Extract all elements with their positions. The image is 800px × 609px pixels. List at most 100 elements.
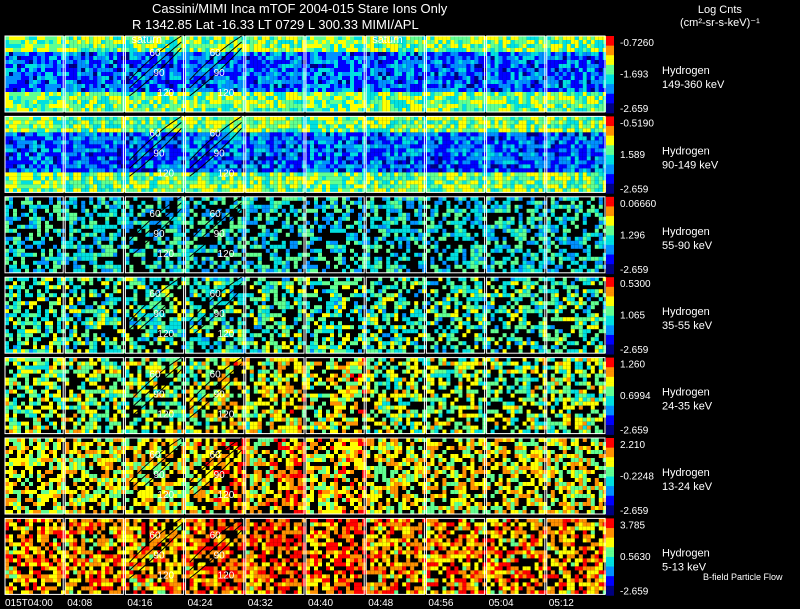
pixel-cell xyxy=(390,148,395,153)
pixel-cell xyxy=(398,144,403,149)
pixel-cell xyxy=(173,84,178,88)
pixel-cell xyxy=(378,152,383,157)
pixel-cell xyxy=(554,104,559,108)
pixel-cell xyxy=(13,48,17,52)
pixel-cell xyxy=(574,40,579,44)
pixel-cell xyxy=(566,40,571,44)
pixel-cell xyxy=(153,136,158,141)
pixel-cell xyxy=(342,148,346,153)
pixel-cell xyxy=(426,116,431,121)
pixel-cell xyxy=(273,84,278,88)
pixel-cell xyxy=(105,40,110,44)
pixel-cell xyxy=(49,72,53,76)
pixel-cell xyxy=(257,176,262,181)
pixel-cell xyxy=(73,180,78,185)
pixel-cell xyxy=(498,60,503,64)
pixel-cell xyxy=(185,64,190,68)
pixel-cell xyxy=(289,44,294,48)
pixel-cell xyxy=(346,52,350,56)
pixel-cell xyxy=(418,116,423,121)
pixel-cell xyxy=(205,40,210,44)
pixel-cell xyxy=(141,184,146,189)
pixel-cell xyxy=(546,64,551,68)
pixel-cell xyxy=(189,80,194,84)
pixel-cell xyxy=(225,64,230,68)
pixel-cell xyxy=(506,44,511,48)
pixel-cell xyxy=(93,76,98,80)
pixel-cell xyxy=(454,68,459,72)
pixel-cell xyxy=(133,64,138,68)
pixel-cell xyxy=(165,72,170,76)
image-tile xyxy=(5,116,65,193)
pixel-cell xyxy=(289,132,294,137)
pixel-cell xyxy=(57,84,61,88)
pixel-cell xyxy=(37,184,41,189)
pixel-cell xyxy=(21,76,25,80)
pixel-cell xyxy=(85,60,90,64)
pixel-cell xyxy=(394,124,399,129)
colorbar-segment xyxy=(606,93,614,96)
pixel-cell xyxy=(534,72,539,76)
pixel-cell xyxy=(346,64,350,68)
pixel-cell xyxy=(253,64,258,68)
pixel-cell xyxy=(281,156,286,161)
pixel-cell xyxy=(289,168,294,173)
pixel-cell xyxy=(570,44,575,48)
pixel-cell xyxy=(169,168,174,173)
pixel-cell xyxy=(41,188,45,193)
pixel-cell xyxy=(426,64,431,68)
pixel-cell xyxy=(193,92,198,96)
pixel-cell xyxy=(69,68,74,72)
pixel-cell xyxy=(45,84,49,88)
pixel-cell xyxy=(73,68,78,72)
pixel-cell xyxy=(137,116,142,121)
pixel-cell xyxy=(133,176,138,181)
pixel-cell xyxy=(177,56,182,60)
pixel-cell xyxy=(454,120,459,125)
pixel-cell xyxy=(137,188,142,193)
pixel-cell xyxy=(394,36,399,40)
pixel-cell xyxy=(49,144,53,149)
pixel-cell xyxy=(530,104,535,108)
pixel-cell xyxy=(213,104,218,108)
pixel-cell xyxy=(314,164,318,169)
pixel-cell xyxy=(306,188,310,193)
pixel-cell xyxy=(57,72,61,76)
pixel-cell xyxy=(69,148,74,153)
pixel-cell xyxy=(410,132,415,137)
pixel-cell xyxy=(85,184,90,189)
pixel-cell xyxy=(446,44,451,48)
pixel-cell xyxy=(33,68,37,72)
pixel-cell xyxy=(289,188,294,193)
pixel-cell xyxy=(370,128,375,133)
pixel-cell xyxy=(205,164,210,169)
pixel-cell xyxy=(153,40,158,44)
pixel-cell xyxy=(193,168,198,173)
pixel-cell xyxy=(318,44,322,48)
pixel-cell xyxy=(145,84,150,88)
contour-label: 90 xyxy=(214,68,226,79)
pixel-cell xyxy=(334,144,338,149)
pixel-cell xyxy=(502,88,507,92)
pixel-cell xyxy=(253,160,258,165)
pixel-cell xyxy=(478,124,483,129)
pixel-cell xyxy=(165,144,170,149)
pixel-cell xyxy=(117,108,122,112)
pixel-cell xyxy=(245,80,250,84)
pixel-cell xyxy=(350,52,354,56)
pixel-cell xyxy=(85,84,90,88)
pixel-cell xyxy=(149,104,154,108)
pixel-cell xyxy=(398,88,403,92)
colorbar-segment xyxy=(606,91,614,95)
pixel-cell xyxy=(350,68,354,72)
pixel-cell xyxy=(410,36,415,40)
pixel-cell xyxy=(113,52,118,56)
pixel-cell xyxy=(177,144,182,149)
pixel-cell xyxy=(249,168,254,173)
pixel-cell xyxy=(354,64,358,68)
pixel-cell xyxy=(265,184,270,189)
pixel-cell xyxy=(418,120,423,125)
pixel-cell xyxy=(21,72,25,76)
pixel-cell xyxy=(89,88,94,92)
pixel-cell xyxy=(33,76,37,80)
